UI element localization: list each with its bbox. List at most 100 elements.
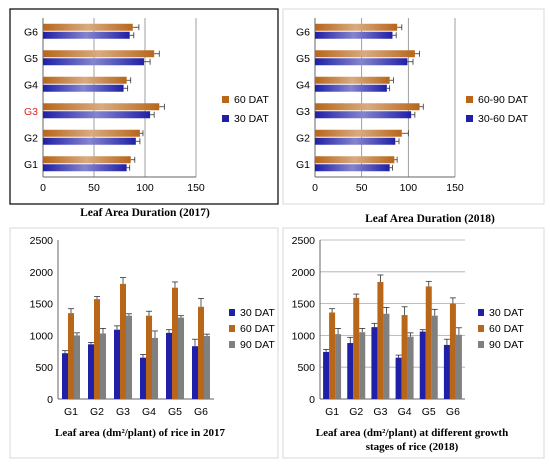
bar-30-60-dat-g6 — [315, 31, 393, 39]
bar-60-90-dat-g2 — [315, 129, 402, 137]
y-tick-label: 0 — [47, 394, 53, 406]
bar-60-dat-g2 — [43, 129, 140, 137]
bar-30-dat-g1 — [62, 353, 68, 399]
y-category-label: G1 — [24, 159, 38, 171]
bar-30-dat-g3 — [114, 329, 120, 399]
x-category-label: G3 — [373, 406, 387, 418]
bar-60-dat-g2 — [94, 299, 100, 399]
legend-label: 60 DAT — [234, 94, 269, 106]
bar-30-dat-g5 — [166, 332, 172, 399]
y-tick-label: 1500 — [292, 299, 316, 311]
bar-90-dat-g2 — [359, 332, 366, 399]
y-category-label: G3 — [24, 106, 38, 118]
legend-swatch — [478, 341, 484, 348]
panel-2017-la-border — [9, 227, 279, 459]
y-category-label: G2 — [24, 132, 38, 144]
bar-30-dat-g5 — [43, 58, 144, 66]
y-category-label: G3 — [296, 106, 310, 118]
bar-60-90-dat-g1 — [315, 156, 395, 164]
y-tick-label: 500 — [35, 362, 53, 374]
x-category-label: G6 — [446, 406, 460, 418]
bar-30-dat-g5 — [419, 331, 426, 399]
bar-90-dat-g1 — [74, 335, 80, 399]
bar-60-dat-g6 — [43, 23, 133, 31]
x-category-label: G6 — [194, 406, 208, 418]
bar-60-dat-g1 — [68, 313, 74, 399]
y-tick-label: 1000 — [292, 330, 316, 342]
x-tick-label: 100 — [400, 182, 418, 194]
legend-swatch — [229, 309, 235, 316]
y-category-label: G5 — [24, 53, 38, 65]
chart-caption: Leaf Area Duration (2017) — [80, 207, 210, 219]
bar-30-dat-g3 — [43, 111, 151, 119]
x-category-label: G2 — [90, 406, 104, 418]
y-tick-label: 2500 — [292, 235, 316, 247]
legend-swatch — [466, 96, 473, 103]
bar-30-60-dat-g2 — [315, 137, 396, 145]
y-tick-label: 2500 — [30, 235, 54, 247]
legend-swatch — [478, 309, 484, 316]
bar-30-dat-g3 — [371, 327, 378, 399]
bar-30-dat-g2 — [88, 344, 94, 399]
y-tick-label: 1000 — [30, 330, 54, 342]
bar-90-dat-g4 — [407, 336, 414, 399]
x-category-label: G1 — [325, 406, 339, 418]
x-category-label: G3 — [116, 406, 130, 418]
x-tick-label: 150 — [446, 182, 464, 194]
legend-label: 30 DAT — [234, 113, 269, 125]
bar-30-dat-g6 — [192, 346, 198, 399]
y-category-label: G4 — [24, 79, 38, 91]
bar-60-90-dat-g5 — [315, 50, 415, 58]
chart-caption: Leaf area (dm²/plant) of rice in 2017 — [55, 427, 225, 439]
panel-2017-lad-border — [9, 8, 279, 205]
chart-lad-2018: 0 50 100 150 G1 G2 G3 G4 G5 G6 60-90 DAT 30-60 DAT L… — [296, 18, 529, 225]
chart-la-2018: 0 500 1000 1500 2000 2500 G1 G2 G3 G4 G5 G6 30 DAT 60… — [292, 235, 525, 453]
legend-swatch — [222, 115, 229, 122]
y-tick-label: 2000 — [30, 267, 54, 279]
bar-30-dat-g4 — [43, 84, 124, 92]
bar-60-dat-g3 — [120, 283, 126, 399]
x-tick-label: 50 — [88, 182, 100, 194]
y-category-label: G4 — [296, 79, 310, 91]
bar-60-dat-g5 — [43, 50, 155, 58]
y-tick-label: 1500 — [30, 299, 54, 311]
bar-90-dat-g5 — [178, 317, 184, 399]
y-category-label: G2 — [296, 132, 310, 144]
bar-60-dat-g1 — [43, 156, 131, 164]
y-tick-label: 0 — [309, 394, 315, 406]
bar-90-dat-g6 — [204, 336, 210, 399]
bar-30-dat-g2 — [347, 343, 354, 399]
bar-30-dat-g4 — [395, 357, 402, 399]
bar-60-dat-g3 — [377, 281, 384, 399]
legend-label: 60 DAT — [489, 323, 524, 335]
x-category-label: G4 — [398, 406, 412, 418]
x-tick-label: 0 — [40, 182, 46, 194]
bar-30-60-dat-g5 — [315, 58, 408, 66]
bar-60-dat-g1 — [329, 312, 336, 399]
bar-30-dat-g4 — [140, 357, 146, 399]
bar-90-dat-g2 — [100, 333, 106, 399]
legend-label: 30 DAT — [240, 307, 275, 319]
bar-60-90-dat-g3 — [315, 103, 420, 111]
panel-2018-lad-border — [282, 8, 545, 205]
bar-60-dat-g5 — [172, 287, 178, 399]
y-category-label: G6 — [296, 26, 310, 38]
bar-90-dat-g3 — [126, 315, 132, 399]
legend-label: 60 DAT — [240, 323, 275, 335]
y-tick-label: 2000 — [292, 267, 316, 279]
bar-60-90-dat-g6 — [315, 23, 398, 31]
bar-60-dat-g5 — [425, 286, 432, 399]
legend-label: 30 DAT — [489, 307, 524, 319]
x-category-label: G2 — [349, 406, 363, 418]
legend-label: 90 DAT — [489, 339, 524, 351]
bar-60-90-dat-g4 — [315, 76, 390, 84]
panel-2018-la-border — [282, 227, 545, 459]
bar-60-dat-g4 — [43, 76, 127, 84]
bar-60-dat-g4 — [401, 315, 408, 399]
bar-30-dat-g1 — [323, 351, 330, 399]
bar-60-dat-g3 — [43, 103, 160, 111]
bar-30-60-dat-g1 — [315, 164, 390, 172]
bar-60-dat-g4 — [146, 315, 152, 399]
legend-swatch — [466, 115, 473, 122]
